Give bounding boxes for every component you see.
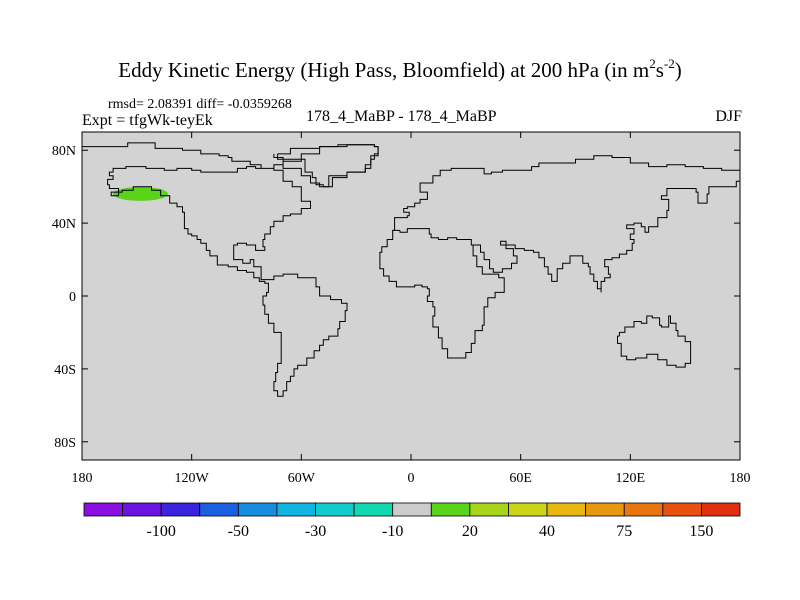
colorbar-label: -10 (382, 523, 403, 540)
anomaly-region-0 (113, 187, 168, 201)
colorbar-label: -30 (305, 523, 326, 540)
colorbar: -100 -50 -30 -10 20 40 75 150 (83, 502, 741, 540)
colorbar-box (430, 502, 471, 517)
x-tick-label: 0 (408, 471, 415, 486)
x-tick-label: 180 (730, 471, 751, 486)
coastline-americas (82, 142, 379, 397)
colorbar-box (469, 502, 509, 517)
comparison-label: 178_4_MaBP - 178_4_MaBP (306, 108, 497, 125)
stats-label: rmsd= 2.08391 diff= -0.0359268 (108, 97, 292, 112)
y-tick-label: 40S (54, 363, 76, 378)
y-tick-label: 80S (54, 436, 76, 451)
colorbar-box (701, 502, 741, 517)
coastline-eurasia-africa (392, 155, 740, 231)
coastline-greenland (277, 144, 379, 188)
colorbar-label: -100 (147, 523, 176, 540)
x-tick-label: 180 (72, 471, 93, 486)
colorbar-box (237, 502, 278, 517)
coastline-australia (617, 315, 692, 368)
map-background (82, 132, 740, 460)
x-axis: 180 120W 60W 0 60E 120E 180 (72, 132, 751, 486)
colorbar-box (353, 502, 394, 517)
colorbar-box (199, 502, 239, 517)
colorbar-box (585, 502, 625, 517)
colorbar-box (546, 502, 587, 517)
chart-title-close: ) (674, 58, 682, 82)
colorbar-box (662, 502, 702, 517)
colorbar-label: 150 (689, 523, 713, 540)
coastline-asia-south (473, 177, 740, 293)
colorbar-label: 40 (539, 523, 555, 540)
y-tick-label: 40N (52, 217, 76, 232)
experiment-label: Expt = tfgWk-teyEk (82, 112, 213, 129)
season-label: DJF (715, 108, 742, 125)
y-tick-label: 80N (52, 144, 76, 159)
colorbar-box (392, 502, 432, 517)
x-tick-label: 60W (288, 471, 316, 486)
chart-title-unit: s (655, 58, 664, 82)
colorbar-label: 75 (616, 523, 632, 540)
chart-title-superscript-1: 2 (649, 56, 656, 71)
colorbar-box (160, 502, 201, 517)
x-tick-label: 60E (509, 471, 532, 486)
chart-title-main: Eddy Kinetic Energy (High Pass, Bloomfie… (118, 58, 650, 82)
y-axis: 80N 40N 0 40S 80S (52, 144, 740, 451)
chart-title: Eddy Kinetic Energy (High Pass, Bloomfie… (0, 56, 800, 83)
coastline-africa (379, 228, 505, 359)
colorbar-box (83, 502, 123, 517)
colorbar-box (315, 502, 355, 517)
colorbar-box (122, 502, 162, 517)
y-tick-label: 0 (69, 290, 76, 305)
colorbar-box (623, 502, 664, 517)
x-tick-label: 120W (175, 471, 210, 486)
x-tick-label: 120E (616, 471, 646, 486)
coastline-layer (82, 142, 740, 397)
colorbar-label: 20 (462, 523, 478, 540)
chart-title-superscript-2: -2 (663, 56, 675, 71)
colorbar-box (508, 502, 548, 517)
colorbar-label: -50 (228, 523, 249, 540)
anomaly-layer (113, 187, 168, 201)
colorbar-box (276, 502, 316, 517)
